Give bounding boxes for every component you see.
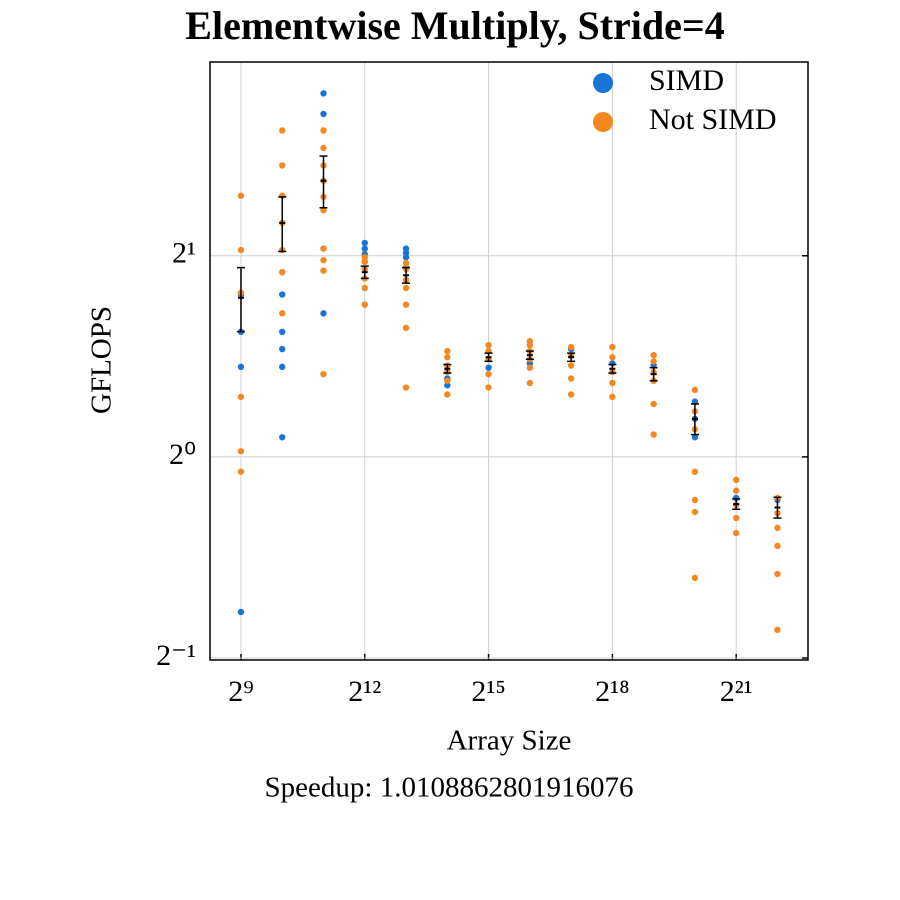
data-point xyxy=(732,529,740,537)
x-tick-label: 2¹⁸ xyxy=(595,675,629,708)
data-point xyxy=(732,487,740,494)
data-point xyxy=(237,363,245,371)
data-point xyxy=(774,626,781,634)
data-point xyxy=(691,386,699,394)
data-point xyxy=(320,207,327,214)
data-point xyxy=(237,393,245,401)
data-point xyxy=(691,468,699,475)
data-point xyxy=(361,301,368,308)
data-point xyxy=(444,377,451,384)
data-point xyxy=(237,468,245,475)
data-point xyxy=(279,363,286,371)
x-tick-label: 2¹² xyxy=(348,675,381,708)
data-point xyxy=(237,192,245,199)
data-point xyxy=(361,239,368,247)
data-point xyxy=(320,144,327,152)
data-point xyxy=(279,162,286,169)
chart-title: Elementwise Multiply, Stride=4 xyxy=(185,3,724,48)
data-point xyxy=(320,267,327,274)
data-point xyxy=(774,570,781,578)
data-point xyxy=(279,291,286,298)
data-point xyxy=(320,245,327,252)
data-point xyxy=(320,310,327,317)
data-point xyxy=(444,354,451,361)
x-axis-label: Array Size xyxy=(447,725,572,757)
data-point xyxy=(279,268,286,276)
x-tick-label: 2²¹ xyxy=(720,675,753,708)
data-point xyxy=(444,382,451,389)
data-point xyxy=(320,110,327,118)
data-point xyxy=(320,256,327,264)
legend-label: Not SIMD xyxy=(649,103,777,136)
data-point xyxy=(402,324,410,332)
y-tick-label: 2¹ xyxy=(172,237,196,270)
data-point xyxy=(237,246,245,254)
data-point xyxy=(485,384,492,391)
data-point xyxy=(402,259,410,267)
data-point xyxy=(650,431,657,438)
data-point xyxy=(279,328,286,336)
plot-frame xyxy=(209,61,809,661)
data-point xyxy=(567,343,575,351)
data-point xyxy=(485,364,492,371)
data-point xyxy=(402,284,410,292)
data-point xyxy=(691,434,699,441)
data-point xyxy=(609,354,616,361)
data-point xyxy=(691,508,699,516)
data-point xyxy=(774,524,781,532)
data-point xyxy=(237,447,245,455)
data-point xyxy=(320,127,327,134)
data-point xyxy=(567,391,575,398)
data-point xyxy=(361,254,368,261)
data-point xyxy=(691,496,699,504)
data-point xyxy=(320,90,327,97)
data-point xyxy=(609,393,616,401)
data-point xyxy=(320,370,327,378)
data-point xyxy=(279,310,286,317)
y-tick-label: 2⁻¹ xyxy=(156,639,196,672)
data-point xyxy=(402,254,410,261)
data-point xyxy=(567,375,575,382)
data-point xyxy=(402,301,410,308)
data-point xyxy=(650,358,657,365)
data-point xyxy=(526,364,534,371)
data-point xyxy=(237,608,245,616)
data-point xyxy=(485,341,492,349)
data-point xyxy=(279,434,286,441)
data-point xyxy=(361,245,368,252)
x-tick-label: 2¹⁵ xyxy=(471,675,505,708)
data-point xyxy=(361,258,368,265)
data-point xyxy=(279,127,286,134)
data-point xyxy=(444,391,451,398)
data-point xyxy=(279,345,286,353)
x-tick-label: 2⁹ xyxy=(228,675,253,708)
legend-marker xyxy=(593,73,613,93)
data-point xyxy=(732,514,740,522)
data-point xyxy=(650,351,657,359)
y-axis-label: GFLOPS xyxy=(86,306,118,414)
data-point xyxy=(609,379,616,387)
data-point xyxy=(526,341,534,349)
data-point xyxy=(650,400,657,408)
legend-marker xyxy=(593,112,613,132)
data-point xyxy=(485,370,492,378)
data-point xyxy=(444,347,451,355)
legend-label: SIMD xyxy=(649,64,724,97)
data-point xyxy=(609,343,616,351)
annotation: Speedup: 1.0108862801916076 xyxy=(265,772,634,804)
data-point xyxy=(732,476,740,484)
data-point xyxy=(402,384,410,391)
y-tick-label: 2⁰ xyxy=(169,438,196,471)
data-point xyxy=(774,542,781,550)
data-point xyxy=(567,362,575,369)
data-point xyxy=(526,379,534,387)
data-point xyxy=(691,574,699,582)
data-point xyxy=(361,284,368,292)
data-point xyxy=(691,398,699,405)
